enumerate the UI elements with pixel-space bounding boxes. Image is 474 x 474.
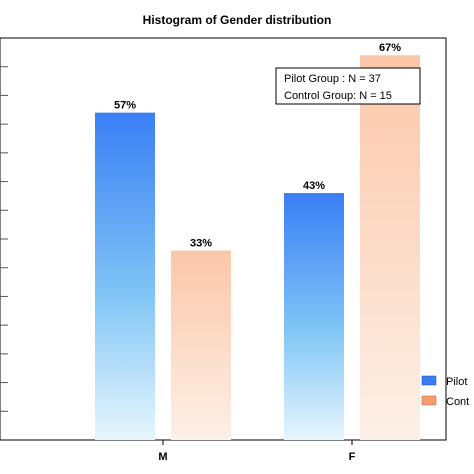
annotation-box [275,67,421,105]
bar-pilot-m [95,112,155,441]
annotation-line-pilot: Pilot Group : N = 37 [284,73,381,85]
bar-pilot-f [284,193,344,440]
bar-control-m [171,250,231,440]
legend-label-control: Cont [446,396,469,408]
group-size-annotation: Pilot Group : N = 37 Control Group: N = … [275,67,421,105]
data-label-pilot-f: 43% [303,180,325,192]
legend-swatch-control [421,395,437,406]
legend-label-pilot: Pilot [446,376,467,388]
chart-title: Histogram of Gender distribution [143,13,332,27]
bars [95,55,420,441]
x-tick-label-m: M [158,451,167,463]
legend-swatch-pilot [421,375,437,386]
grid-lines [0,66,8,412]
bar-control-f [360,55,420,440]
data-label-pilot-m: 57% [114,100,136,112]
data-label-control-f: 67% [379,42,401,54]
legend: Pilot Cont [421,375,469,408]
data-label-control-m: 33% [190,237,212,249]
annotation-line-control: Control Group: N = 15 [284,90,392,102]
x-tick-label-f: F [349,451,356,463]
bar-labels: 57% 33% 43% 67% [114,42,401,249]
